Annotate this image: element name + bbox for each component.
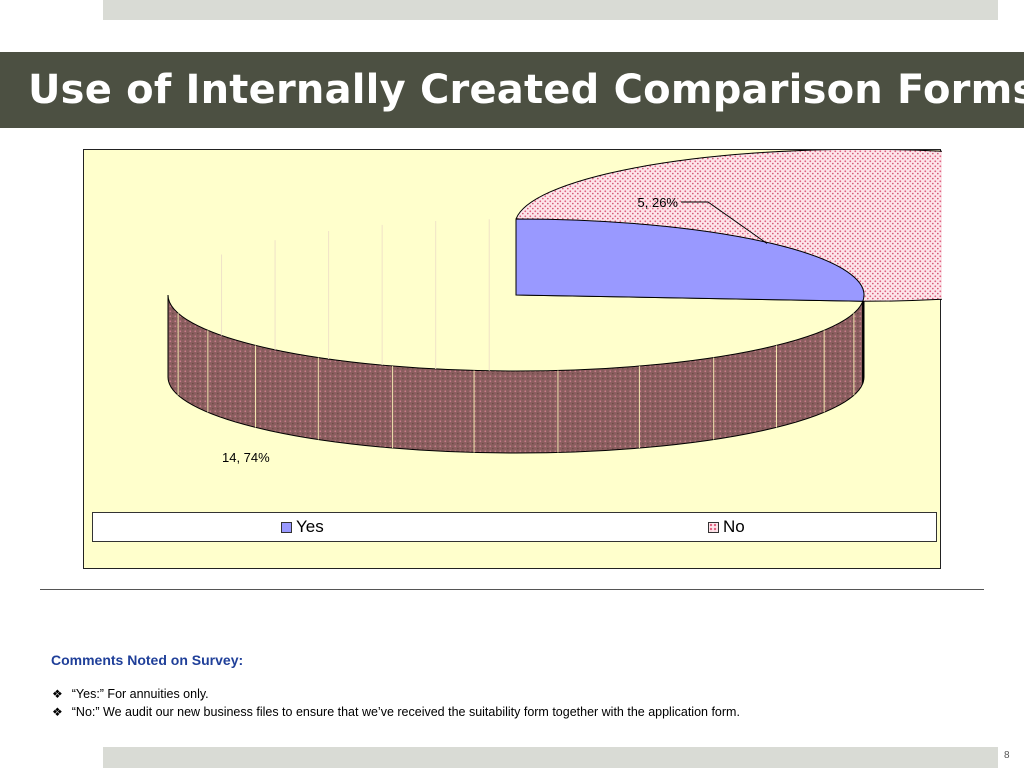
comment-text: “Yes:” For annuities only. (71, 687, 209, 701)
pie-chart-canvas: 5, 26% 14, 74% (167, 150, 942, 465)
legend-swatch-yes (281, 521, 292, 533)
pie-side-no (167, 294, 865, 454)
comment-text: “No:” We audit our new business files to… (71, 705, 740, 719)
comment-item: ❖ “Yes:” For annuities only. (52, 685, 740, 703)
comments-heading: Comments Noted on Survey: (51, 652, 244, 668)
top-decor-bar (103, 0, 998, 20)
legend-label-yes: Yes (296, 517, 324, 536)
page-number: 8 (1004, 750, 1010, 761)
legend-swatch-no (708, 521, 719, 533)
data-label-yes: 5, 26% (638, 195, 679, 210)
pie-chart: 5, 26% 14, 74% Yes No (83, 149, 942, 569)
slide-title: Use of Internally Created Comparison For… (28, 67, 1024, 113)
diamond-bullet-icon: ❖ (52, 705, 63, 719)
pie-slice-yes (515, 218, 865, 302)
legend-item-yes: Yes (281, 517, 324, 537)
legend-label-no: No (723, 517, 745, 536)
legend-item-no: No (708, 517, 745, 537)
data-label-no: 14, 74% (222, 450, 270, 465)
title-band (0, 52, 1024, 128)
comments-list: ❖ “Yes:” For annuities only. ❖ “No:” We … (52, 685, 740, 721)
leader-line-yes (681, 201, 768, 244)
section-divider (40, 589, 984, 590)
bottom-decor-bar (103, 747, 998, 768)
comment-item: ❖ “No:” We audit our new business files … (52, 703, 740, 721)
diamond-bullet-icon: ❖ (52, 687, 63, 701)
chart-legend: Yes No (92, 512, 937, 542)
